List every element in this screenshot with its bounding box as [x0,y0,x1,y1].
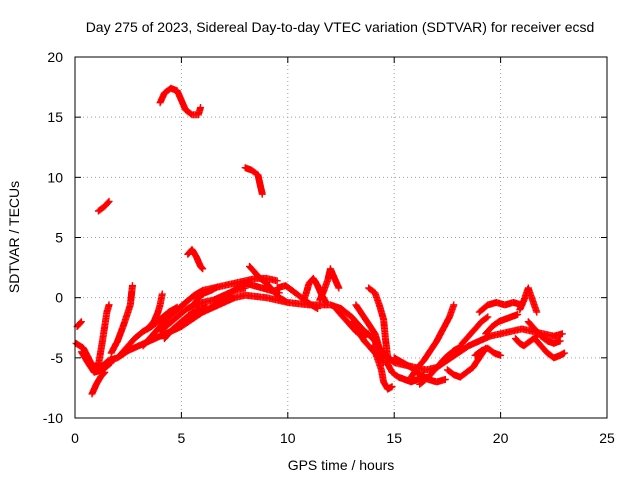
x-tick-label: 5 [178,430,186,446]
data-point-series [482,311,522,338]
data-point-series [107,282,136,357]
data-point-series [94,197,113,215]
y-axis-label: SDTVAR / TECUs [6,181,22,293]
data-point-series [88,368,109,398]
data-point-series [369,342,396,393]
data-points [72,84,568,398]
y-tick-label: 0 [55,290,63,306]
data-point-series [156,84,205,119]
data-point-series [416,342,466,388]
grid [75,57,607,418]
data-point-series [73,318,85,330]
data-point-series [246,262,290,305]
data-point-series [241,164,266,198]
data-point-series [77,348,115,376]
data-point-series [143,290,166,333]
y-tick-label: -5 [51,350,64,366]
data-point-series [516,284,541,316]
data-point-series [531,335,568,362]
axis-ticks: 0 5 10 15 20 25 -10 -5 0 5 10 15 20 [43,49,615,446]
x-tick-label: 15 [386,430,402,446]
x-tick-label: 25 [599,430,615,446]
data-point-series [188,283,222,311]
x-tick-label: 10 [280,430,296,446]
data-point-series [352,301,388,367]
x-tick-label: 20 [493,430,509,446]
y-tick-label: -10 [43,410,63,426]
data-point-series [524,318,564,347]
data-point-series [475,299,526,316]
y-tick-label: 10 [47,169,63,185]
y-tick-label: 15 [47,109,63,125]
y-tick-label: 5 [55,230,63,246]
data-point-series [471,344,505,359]
data-point-series [458,313,492,347]
data-point-series [184,246,207,273]
y-tick-label: 20 [47,49,63,65]
x-axis-label: GPS time / hours [288,457,395,473]
x-tick-label: 0 [71,430,79,446]
data-point-series [160,303,211,343]
data-point-series [365,284,392,362]
data-point-series [94,301,113,369]
data-point-series [316,265,343,304]
chart-title: Day 275 of 2023, Sidereal Day-to-day VTE… [86,19,595,35]
data-point-series [407,301,458,381]
